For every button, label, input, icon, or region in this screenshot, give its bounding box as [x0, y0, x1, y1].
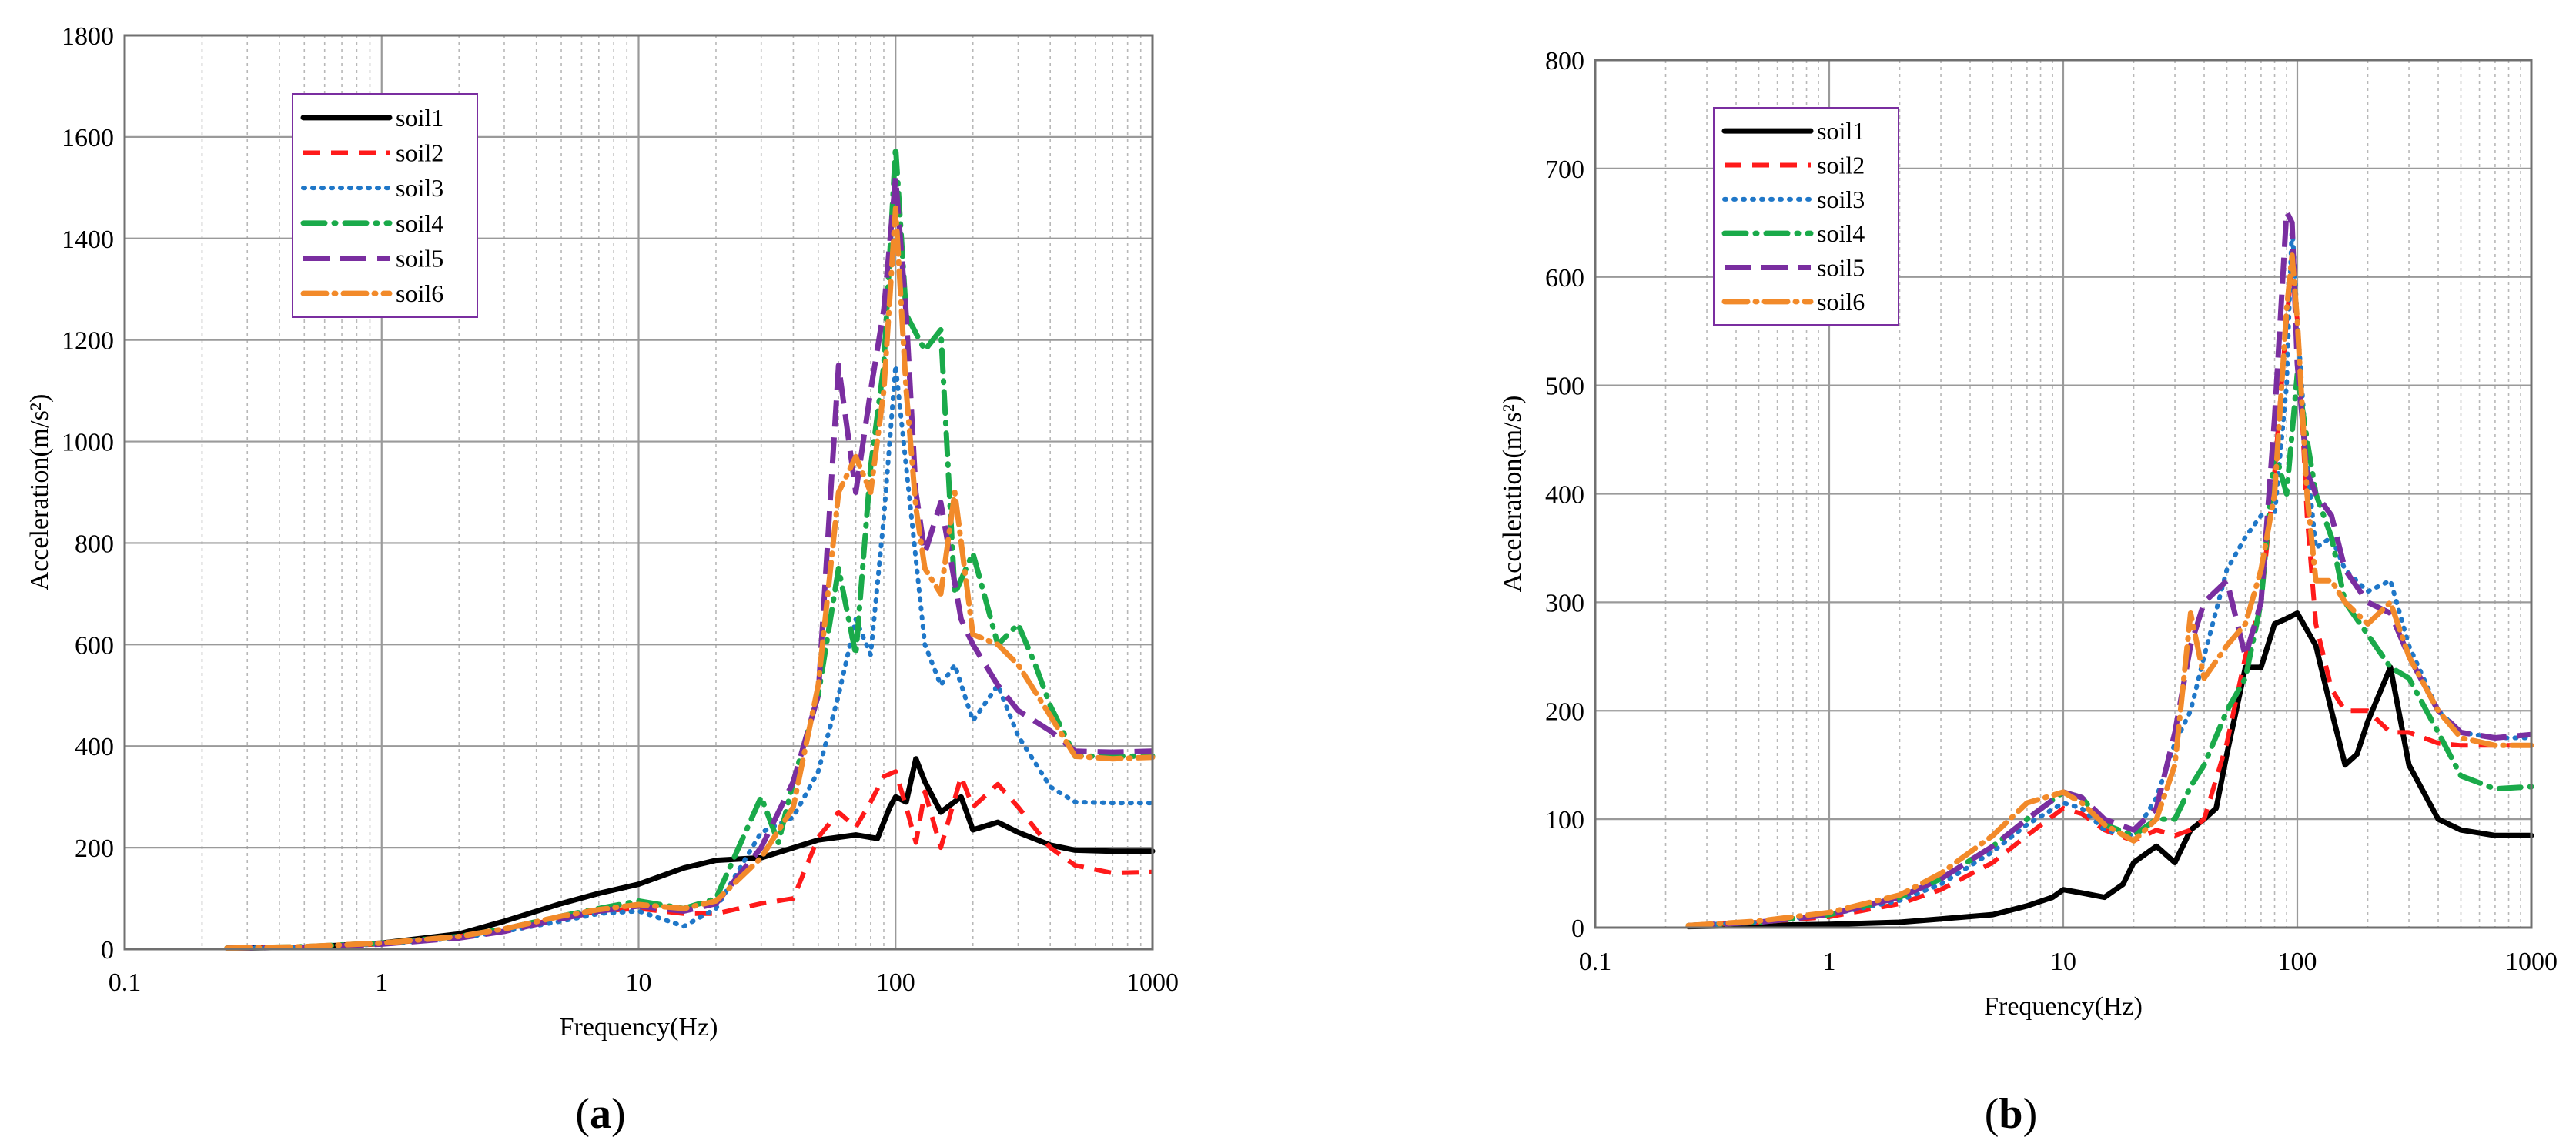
x-axis-label: Frequency(Hz) [560, 1013, 718, 1042]
x-tick-label: 0.1 [1579, 948, 1612, 976]
legend-label-soil2: soil2 [396, 139, 443, 167]
legend-label-soil3: soil3 [396, 174, 443, 202]
legend-label-soil1: soil1 [1817, 117, 1865, 145]
legend-label-soil4: soil4 [396, 209, 443, 237]
y-tick-label: 100 [1545, 806, 1584, 834]
y-tick-label: 0 [101, 936, 114, 965]
y-tick-labels: 0 100 200 300 400 500 600 700 800 [1545, 47, 1584, 943]
y-tick-label: 0 [1571, 915, 1584, 943]
legend-label-soil1: soil1 [396, 104, 443, 132]
legend: soil1 soil2 soil3 soil4 soil5 soil6 [292, 93, 478, 318]
legend-label-soil4: soil4 [1817, 219, 1865, 247]
series-line-soil4 [1685, 372, 2534, 928]
series-line-soil6 [224, 205, 1156, 951]
legend-label-soil6: soil6 [396, 279, 443, 307]
legend-label-soil2: soil2 [1817, 152, 1865, 179]
legend-box [1713, 107, 1899, 326]
y-tick-label: 700 [1545, 155, 1584, 184]
y-tick-label: 200 [1545, 697, 1584, 726]
series-line-soil2 [1688, 263, 2531, 928]
x-tick-label: 1 [375, 968, 388, 997]
x-tick-labels: 0.1 1 10 100 1000 [1579, 948, 2558, 976]
legend-box [292, 93, 478, 318]
series-group [1685, 209, 2534, 930]
y-axis-label: Acceleration(m/s²) [25, 394, 54, 591]
panel-letter: b [1999, 1090, 2022, 1138]
y-tick-label: 400 [75, 733, 114, 761]
panel-label: (a) [575, 1090, 625, 1138]
series-group [224, 144, 1156, 951]
y-tick-label: 1400 [62, 226, 114, 254]
panel-a: 0 200 400 600 800 1000 1200 1400 1600 1800 0.1 1 10… [25, 22, 1179, 1138]
y-tick-label: 300 [1545, 589, 1584, 617]
series-line-soil1 [224, 756, 1156, 951]
legend: soil1 soil2 soil3 soil4 soil5 soil6 [1713, 107, 1899, 326]
panel-letter: a [590, 1090, 611, 1138]
y-axis-label: Acceleration(m/s²) [1498, 396, 1527, 593]
legend-label-soil3: soil3 [1817, 186, 1865, 213]
panel-label: (b) [1985, 1090, 2037, 1138]
y-tick-label: 600 [1545, 264, 1584, 293]
x-tick-label: 0.1 [109, 968, 142, 997]
y-tick-label: 800 [75, 530, 114, 558]
y-tick-label: 400 [1545, 481, 1584, 510]
x-tick-label: 100 [2278, 948, 2317, 976]
x-tick-label: 1 [1823, 948, 1836, 976]
legend-label-soil5: soil5 [1817, 254, 1865, 282]
y-tick-labels: 0 200 400 600 800 1000 1200 1400 1600 1800 [62, 22, 114, 965]
y-tick-label: 500 [1545, 373, 1584, 401]
y-tick-label: 1200 [62, 327, 114, 356]
plot-frame [123, 34, 1154, 951]
y-tick-label: 800 [1545, 47, 1584, 75]
y-tick-label: 1000 [62, 429, 114, 457]
y-tick-label: 600 [75, 631, 114, 660]
x-tick-labels: 0.1 1 10 100 1000 [109, 968, 1179, 997]
x-tick-label: 10 [626, 968, 652, 997]
y-tick-label: 200 [75, 834, 114, 863]
x-axis-label: Frequency(Hz) [1984, 992, 2143, 1021]
series-line-soil2 [226, 769, 1153, 951]
legend-label-soil6: soil6 [1817, 288, 1865, 316]
y-tick-label: 1800 [62, 22, 114, 51]
x-tick-label: 1000 [2505, 948, 2558, 976]
y-tick-label: 1600 [62, 124, 114, 152]
series-line-soil6 [1685, 252, 2534, 928]
series-line-soil3 [1686, 220, 2534, 928]
x-tick-label: 100 [876, 968, 915, 997]
series-line-soil1 [1685, 610, 2534, 930]
x-tick-label: 1000 [1126, 968, 1179, 997]
x-tick-label: 10 [2050, 948, 2076, 976]
plot-frame [1594, 59, 2533, 929]
legend-label-soil5: soil5 [396, 245, 443, 273]
series-line-soil5 [226, 175, 1153, 951]
